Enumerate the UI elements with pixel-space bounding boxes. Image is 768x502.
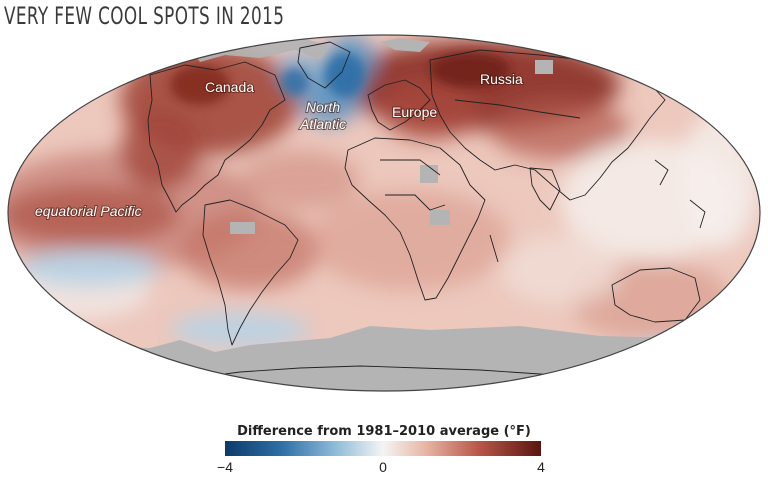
globe-outline xyxy=(7,34,761,392)
chart-title: VERY FEW COOL SPOTS IN 2015 xyxy=(4,2,285,30)
label-russia: Russia xyxy=(480,71,523,87)
label-canada: Canada xyxy=(205,79,254,95)
legend-title: Difference from 1981–2010 average (°F) xyxy=(237,424,531,439)
legend-mid-label: 0 xyxy=(379,459,387,475)
legend-min-label: −4 xyxy=(217,459,233,475)
temperature-anomaly-field xyxy=(8,35,760,391)
label-north-atlantic-line2: Atlantic xyxy=(299,116,346,132)
label-north-atlantic-line1: North xyxy=(306,99,340,115)
label-europe: Europe xyxy=(392,104,437,120)
label-equatorial-pacific: equatorial Pacific xyxy=(35,203,142,219)
legend-max-label: 4 xyxy=(537,459,545,475)
color-scale-bar xyxy=(225,441,541,456)
